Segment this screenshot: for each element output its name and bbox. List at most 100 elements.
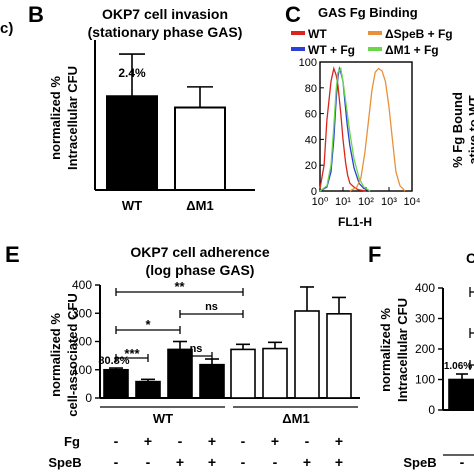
panel-e-y-tick-label-4: 400: [72, 278, 92, 292]
panel-f-clipped-title: C: [466, 250, 474, 266]
partial-panel-label: c): [0, 20, 13, 37]
panel-f-annotation: 1.06%: [444, 361, 472, 372]
panel-c-title: GAS Fg Binding: [318, 5, 418, 20]
panel-e-letter: E: [5, 242, 20, 267]
panel-e-speb-sign-2: +: [176, 454, 184, 470]
panel-c-series-3: [349, 67, 406, 192]
panel-e-speb-sign-4: -: [241, 454, 246, 470]
panel-e-fg-sign-3: +: [208, 433, 216, 449]
panel-c-y-tick-label-2: 40: [305, 134, 317, 146]
panel-e-bar-6: [294, 310, 320, 399]
panel-e-ylabel-line2: cell-associated CFU: [65, 293, 80, 417]
panel-e-fg-sign-6: -: [305, 433, 310, 449]
panel-f-speb-sign-0: -: [460, 454, 465, 470]
panel-e-y-tick-label-2: 200: [72, 335, 92, 349]
panel-e-bar-1: [135, 380, 161, 399]
panel-e-significance-label-2: *: [145, 317, 151, 332]
panel-f-bar-0: [448, 378, 474, 411]
panel-e-fg-sign-0: -: [114, 433, 119, 449]
panel-c-x-tick-label-3: 10³: [381, 196, 397, 208]
panel-c-y-tick-label-3: 60: [305, 109, 317, 121]
panel-c-legend-label-3: ΔM1 + Fg: [385, 43, 439, 57]
panel-f-ylabel-line1: normalized %: [378, 308, 393, 392]
panel-e-significance-label-0: ***: [124, 346, 140, 361]
panel-f-ylabel-line2: Intracellular CFU: [395, 298, 410, 402]
panel-e-row-label-speb: SpeB: [48, 455, 81, 470]
panel-c-legend-swatch-3: [368, 47, 382, 51]
panel-b-ylabel-line2: Intracellular CFU: [65, 66, 80, 170]
panel-b-bar-0: [106, 95, 158, 191]
panel-f-y-tick-label-2: 200: [415, 342, 435, 356]
panel-f-y-tick-label-0: 0: [428, 403, 435, 417]
panel-e-fg-sign-4: -: [241, 433, 246, 449]
panel-e-y-tick-label-1: 100: [72, 363, 92, 377]
panel-e-fg-sign-1: +: [144, 433, 152, 449]
panel-e-significance-label-3: ns: [205, 301, 218, 313]
panel-f-y-tick-label-1: 100: [415, 373, 435, 387]
panel-e: E OKP7 cell adherence (log phase GAS) no…: [5, 242, 360, 470]
panel-b-ylabel-line1: normalized %: [48, 76, 63, 160]
panel-e-title-line2: (log phase GAS): [146, 262, 255, 278]
panel-e-speb-sign-5: -: [273, 454, 278, 470]
panel-e-speb-sign-7: +: [335, 454, 343, 470]
panel-e-y-tick-label-3: 300: [72, 306, 92, 320]
panel-c-legend: WT WT + Fg ΔSpeB + Fg ΔM1 + Fg: [291, 27, 453, 57]
panel-c-x-tick-label-2: 10²: [358, 196, 374, 208]
panel-c-y-tick-label-0: 0: [311, 186, 317, 198]
panel-e-bar-3: [199, 363, 225, 399]
panel-b-plot: WT ΔM1 2.4%: [94, 40, 255, 213]
panel-e-fg-sign-7: +: [335, 433, 343, 449]
panel-b-letter: B: [28, 2, 44, 27]
panel-c-plot: 0 20 40 60 80 100 10⁰ 10¹ 10² 10³ 10⁴: [299, 57, 421, 208]
panel-f-letter: F: [368, 242, 381, 267]
panel-c-legend-swatch-2: [368, 31, 382, 35]
panel-e-title-line1: OKP7 cell adherence: [130, 244, 270, 260]
panel-c-clipped-ylabel-2: ative to WT: [466, 95, 474, 164]
panel-e-bar-4: [230, 348, 256, 399]
panel-e-significance-label-1: ns: [190, 343, 203, 355]
panel-f-plot: 0 100 200 300 400 1.06% SpeB -: [403, 281, 474, 470]
panel-b-category-label-0: WT: [122, 198, 142, 213]
panel-f-y-tick-label-4: 400: [415, 281, 435, 295]
panel-e-fg-sign-2: -: [178, 433, 183, 449]
panel-e-speb-sign-0: -: [114, 454, 119, 470]
panel-b-title-line2: (stationary phase GAS): [88, 24, 243, 40]
panel-c-series-0: [319, 66, 367, 192]
panel-f-y-tick-label-3: 300: [415, 312, 435, 326]
panel-e-speb-sign-3: +: [208, 454, 216, 470]
panel-e-bar-7: [326, 313, 352, 399]
panel-c-x-tick-label-4: 10⁴: [404, 196, 421, 208]
panel-e-speb-sign-1: -: [146, 454, 151, 470]
panel-e-speb-sign-6: +: [303, 454, 311, 470]
panel-b-title-line1: OKP7 cell invasion: [102, 6, 228, 22]
panel-c-y-tick-label-5: 100: [299, 57, 317, 69]
panel-e-row-label-fg: Fg: [64, 434, 80, 449]
panel-c-x-tick-label-0: 10⁰: [312, 196, 329, 208]
panel-e-bar-5: [262, 347, 288, 399]
panel-c-y-tick-label-4: 80: [305, 83, 317, 95]
panel-b-category-label-1: ΔM1: [186, 198, 213, 213]
panel-c-legend-swatch-0: [291, 31, 305, 35]
panel-c-series-2: [319, 66, 371, 192]
panel-b-annotation: 2.4%: [118, 66, 146, 80]
panel-c-legend-swatch-1: [291, 47, 305, 51]
panel-c-clipped-ylabel-1: % Fg Bound: [450, 92, 465, 168]
panel-c-xlabel: FL1-H: [338, 215, 372, 229]
panel-c-legend-label-0: WT: [308, 27, 327, 41]
panel-f: F C normalized % Intracellular CFU 0 100 2…: [368, 242, 474, 470]
panel-c: C GAS Fg Binding WT WT + Fg ΔSpeB + Fg ΔM1 …: [285, 2, 474, 229]
panel-b-bar-1: [174, 106, 226, 191]
panel-e-fg-sign-5: +: [271, 433, 279, 449]
panel-c-legend-label-2: ΔSpeB + Fg: [385, 27, 453, 41]
panel-c-y-tick-label-1: 20: [305, 160, 317, 172]
panel-c-series-1: [319, 65, 371, 192]
panel-e-y-tick-label-0: 0: [85, 391, 92, 405]
panel-c-letter: C: [285, 2, 301, 27]
panel-b: B OKP7 cell invasion (stationary phase G…: [28, 2, 255, 213]
panel-e-ylabel-line1: normalized %: [48, 313, 63, 397]
panel-e-bar-0: [103, 368, 129, 399]
panel-e-group-label-1: ΔM1: [282, 411, 309, 426]
panel-c-x-tick-label-1: 10¹: [335, 196, 351, 208]
